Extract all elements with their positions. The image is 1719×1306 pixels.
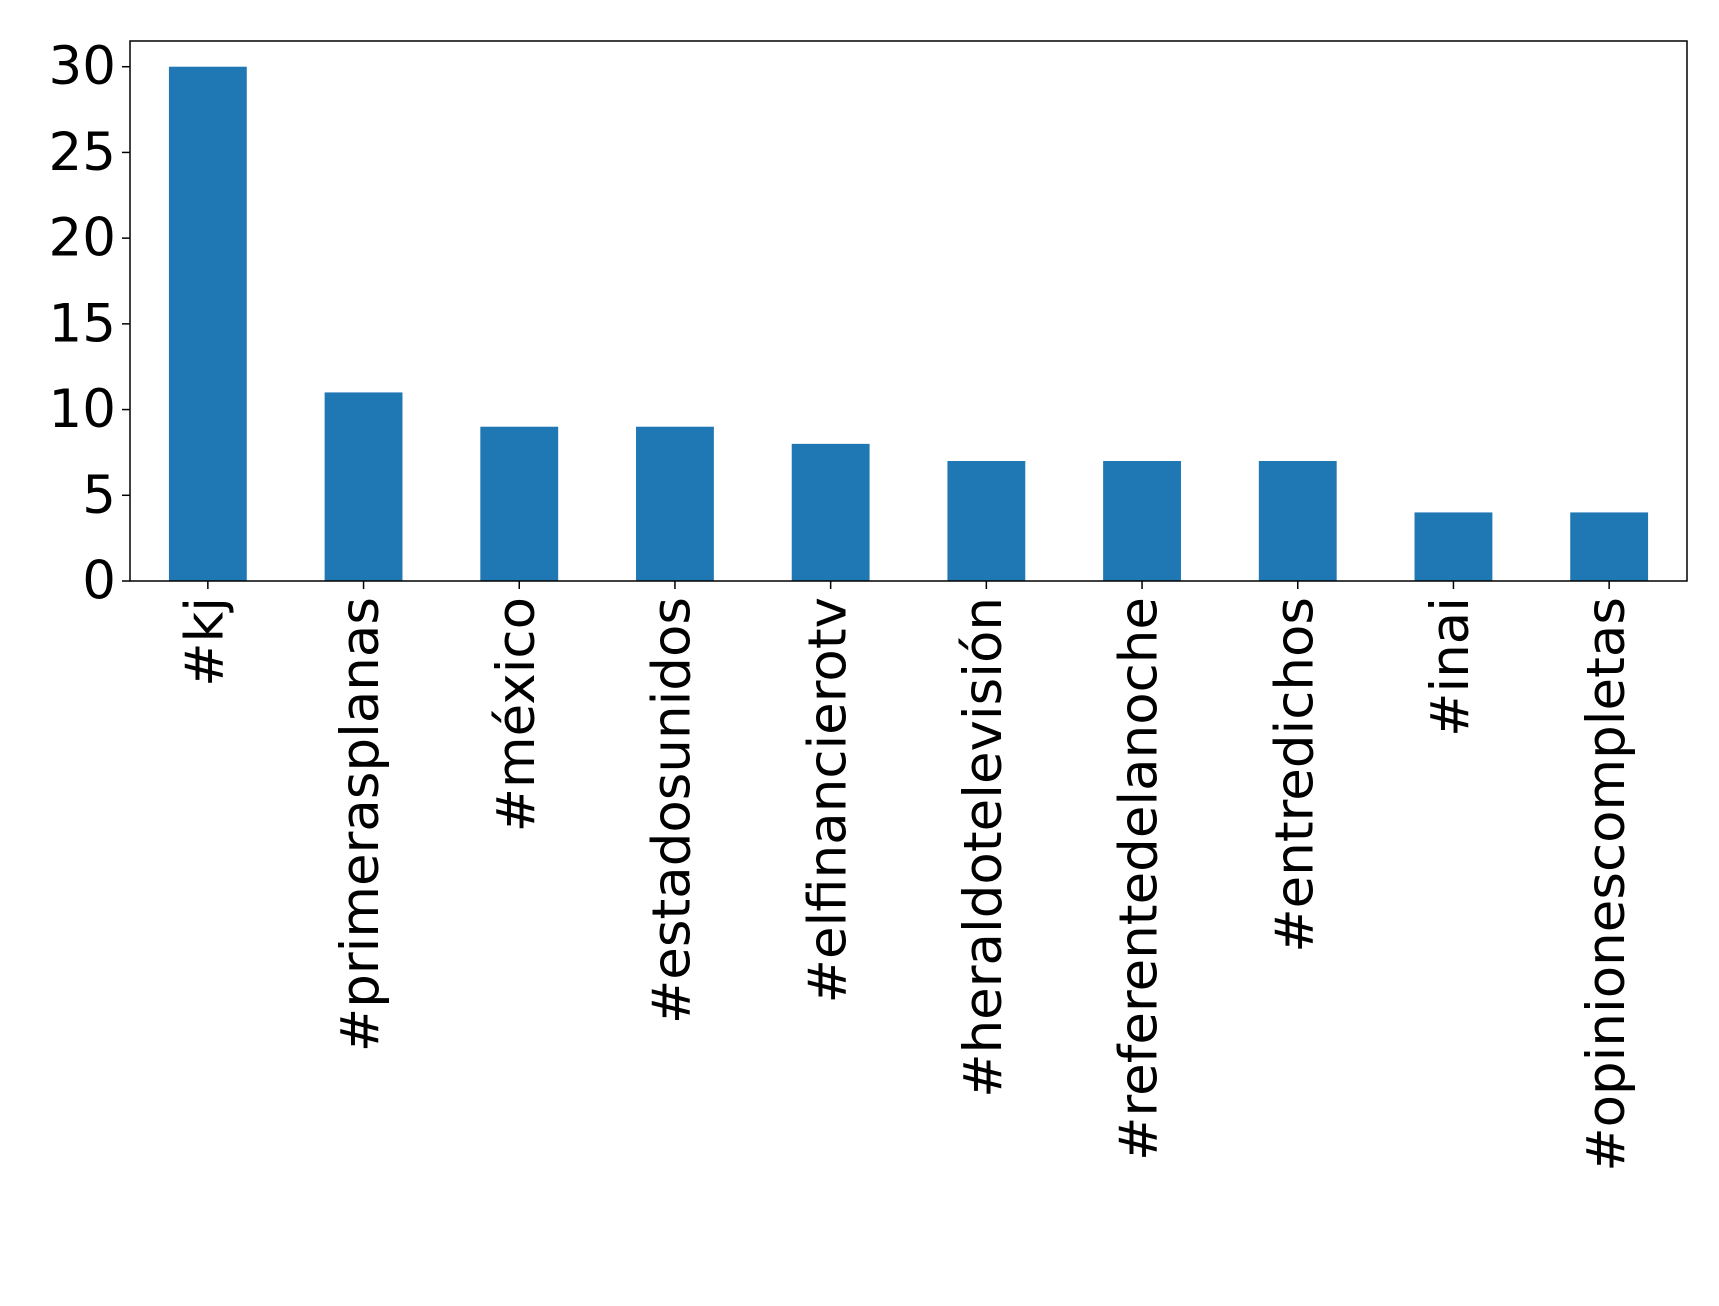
plot-frame [129,40,1688,582]
bar [168,66,247,581]
bar [1570,512,1649,581]
bar [1258,461,1337,581]
bar [636,426,714,581]
bar [324,392,403,581]
x-tick-label: #heraldotelevisión [953,597,1014,1098]
x-tick-label: #estadosunidos [642,597,703,1024]
y-tick-label: 30 [49,36,116,97]
y-tick-label: 25 [49,122,116,183]
x-tick-label: #opinionescompletas [1576,597,1637,1172]
x-tick-label: #entredichos [1264,597,1325,953]
x-tick-label: #kj [174,597,235,687]
x-tick-label: #méxico [486,597,547,832]
x-tick-label: #inai [1420,597,1481,737]
bar [1103,461,1181,581]
y-tick-label: 5 [82,465,116,526]
y-tick-label: 0 [82,551,116,612]
y-tick-label: 15 [49,293,116,354]
bar [791,443,870,581]
bar [480,426,559,581]
y-tick-label: 20 [49,208,116,269]
x-tick-label: #referentedelanoche [1109,597,1170,1161]
x-tick-label: #primerasplanas [330,597,391,1052]
x-tick-label: #elfinancierotv [797,597,858,1003]
bar [947,461,1026,581]
y-tick-label: 10 [49,379,116,440]
bar [1414,512,1493,581]
